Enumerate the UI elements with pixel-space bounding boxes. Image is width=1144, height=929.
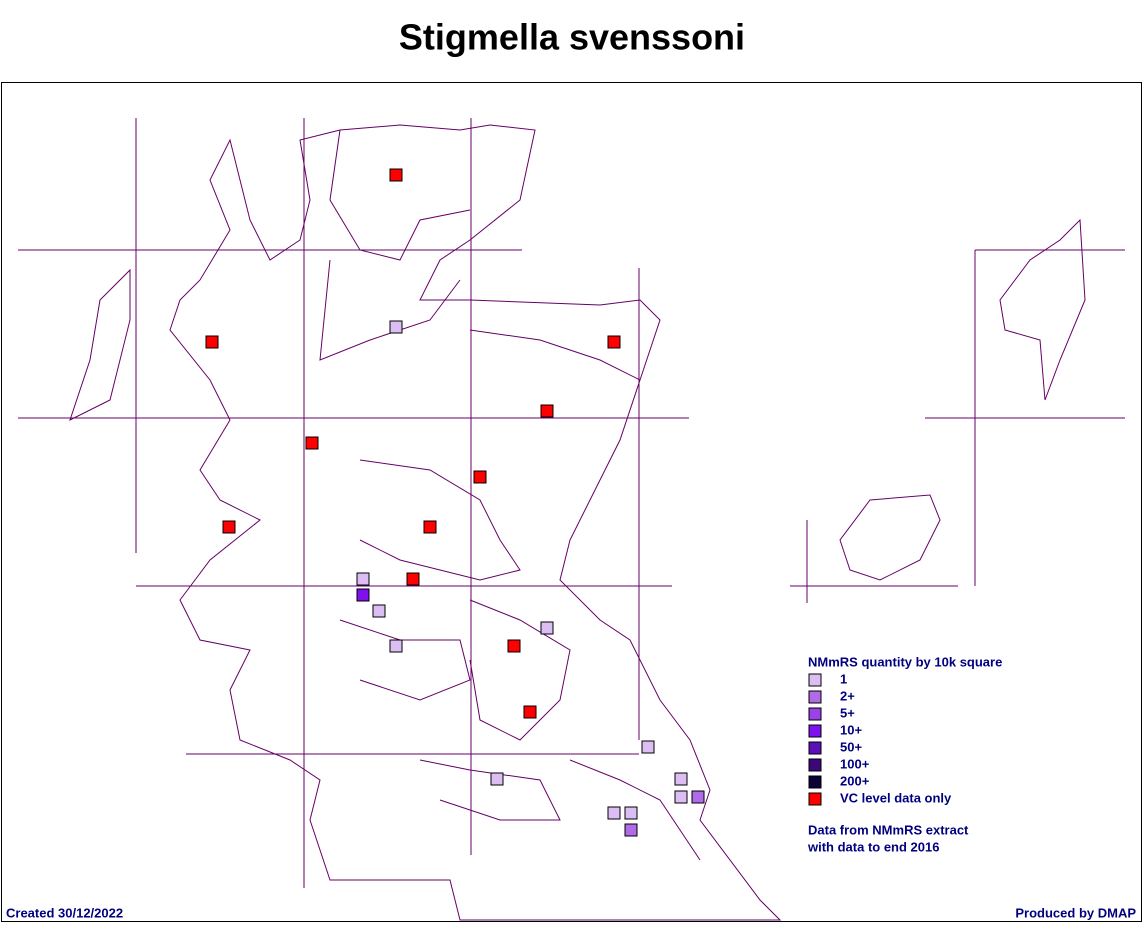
grid (18, 118, 1125, 888)
legend-label: 50+ (840, 739, 862, 754)
legend-label: VC level data only (840, 790, 952, 805)
legend-title: NMmRS quantity by 10k square (808, 654, 1002, 669)
created-date: Created 30/12/2022 (6, 905, 123, 920)
legend: 1 2+ 5+ 10+ 50+ 100+ 200+ VC level data only (808, 671, 952, 806)
legend-swatch (808, 775, 822, 789)
legend-swatch (808, 724, 822, 738)
note-line: Data from NMmRS extract (808, 822, 969, 837)
legend-label: 200+ (840, 773, 870, 788)
producer: Produced by DMAP (1015, 905, 1136, 920)
legend-swatch (808, 690, 822, 704)
legend-label: 1 (840, 671, 847, 686)
map-frame (1, 82, 1142, 922)
legend-swatch (808, 673, 822, 687)
note-line: with data to end 2016 (807, 839, 939, 854)
legend-label: 5+ (840, 705, 855, 720)
records (205, 168, 705, 837)
coastline (69, 124, 1086, 921)
legend-swatch (808, 792, 822, 806)
legend-swatch (808, 741, 822, 755)
title: Stigmella svenssoni (399, 17, 745, 58)
legend-label: 100+ (840, 756, 870, 771)
legend-label: 10+ (840, 722, 862, 737)
legend-swatch (808, 707, 822, 721)
legend-label: 2+ (840, 688, 855, 703)
legend-swatch (808, 758, 822, 772)
